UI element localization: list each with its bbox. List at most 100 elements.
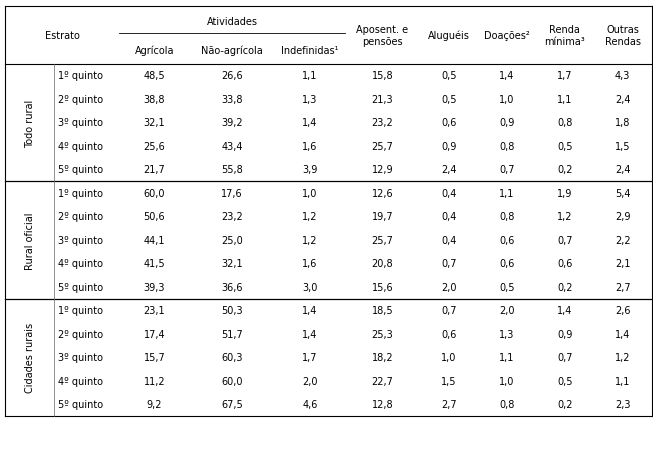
Text: 1,1: 1,1 <box>302 71 317 81</box>
Text: 1,1: 1,1 <box>615 376 630 386</box>
Text: 0,5: 0,5 <box>441 71 457 81</box>
Text: 0,6: 0,6 <box>557 259 573 269</box>
Text: 1,3: 1,3 <box>302 95 317 105</box>
Text: 2,4: 2,4 <box>441 165 457 175</box>
Text: 15,8: 15,8 <box>372 71 393 81</box>
Text: 1,2: 1,2 <box>615 353 631 363</box>
Text: 0,7: 0,7 <box>499 165 515 175</box>
Text: 1,4: 1,4 <box>302 329 317 339</box>
Text: 1,9: 1,9 <box>557 189 573 198</box>
Text: 25,3: 25,3 <box>372 329 393 339</box>
Text: 0,9: 0,9 <box>557 329 573 339</box>
Text: 60,0: 60,0 <box>144 189 165 198</box>
Text: 19,7: 19,7 <box>372 212 393 222</box>
Text: 44,1: 44,1 <box>144 235 165 245</box>
Text: 0,4: 0,4 <box>441 235 456 245</box>
Text: 1,2: 1,2 <box>557 212 573 222</box>
Text: 1,2: 1,2 <box>302 235 317 245</box>
Text: 17,4: 17,4 <box>144 329 165 339</box>
Text: 32,1: 32,1 <box>221 259 243 269</box>
Text: 21,3: 21,3 <box>372 95 393 105</box>
Text: 3,0: 3,0 <box>302 282 317 292</box>
Text: 15,6: 15,6 <box>372 282 393 292</box>
Text: 2,0: 2,0 <box>441 282 457 292</box>
Text: 51,7: 51,7 <box>221 329 243 339</box>
Text: 2,4: 2,4 <box>615 95 631 105</box>
Text: 0,8: 0,8 <box>500 212 515 222</box>
Text: 33,8: 33,8 <box>221 95 243 105</box>
Text: 4,6: 4,6 <box>302 400 317 410</box>
Text: 25,6: 25,6 <box>144 142 165 152</box>
Text: 1,5: 1,5 <box>615 142 631 152</box>
Text: 22,7: 22,7 <box>372 376 393 386</box>
Text: 60,3: 60,3 <box>221 353 243 363</box>
Text: Todo rural: Todo rural <box>25 99 35 147</box>
Text: 1,7: 1,7 <box>557 71 573 81</box>
Text: 32,1: 32,1 <box>144 118 165 128</box>
Text: 3º quinto: 3º quinto <box>57 353 103 363</box>
Text: 0,5: 0,5 <box>499 282 515 292</box>
Text: Cidades rurais: Cidades rurais <box>25 322 35 393</box>
Text: 12,8: 12,8 <box>372 400 393 410</box>
Text: 0,9: 0,9 <box>500 118 515 128</box>
Text: Não-agrícola: Não-agrícola <box>201 46 263 56</box>
Text: 0,9: 0,9 <box>441 142 456 152</box>
Text: 60,0: 60,0 <box>221 376 243 386</box>
Text: 1,1: 1,1 <box>500 353 515 363</box>
Text: 4º quinto: 4º quinto <box>57 259 103 269</box>
Text: 2,4: 2,4 <box>615 165 631 175</box>
Text: 67,5: 67,5 <box>221 400 243 410</box>
Text: 1,3: 1,3 <box>500 329 515 339</box>
Text: 2º quinto: 2º quinto <box>57 212 103 222</box>
Text: 0,7: 0,7 <box>557 235 573 245</box>
Text: 5,4: 5,4 <box>615 189 631 198</box>
Text: 25,7: 25,7 <box>372 235 393 245</box>
Text: 41,5: 41,5 <box>144 259 165 269</box>
Text: 1º quinto: 1º quinto <box>57 306 103 316</box>
Text: 38,8: 38,8 <box>144 95 165 105</box>
Text: 0,5: 0,5 <box>557 376 573 386</box>
Text: 2,0: 2,0 <box>302 376 317 386</box>
Text: 2,7: 2,7 <box>441 400 457 410</box>
Text: 43,4: 43,4 <box>221 142 243 152</box>
Text: 0,2: 0,2 <box>557 400 573 410</box>
Text: 5º quinto: 5º quinto <box>57 165 103 175</box>
Text: 0,6: 0,6 <box>500 235 515 245</box>
Text: 3,9: 3,9 <box>302 165 317 175</box>
Text: 0,5: 0,5 <box>441 95 457 105</box>
Text: Rural oficial: Rural oficial <box>25 212 35 269</box>
Text: 1,2: 1,2 <box>302 212 317 222</box>
Text: 39,2: 39,2 <box>221 118 243 128</box>
Text: 1,4: 1,4 <box>500 71 515 81</box>
Text: 0,8: 0,8 <box>500 142 515 152</box>
Text: 36,6: 36,6 <box>221 282 243 292</box>
Text: Doações²: Doações² <box>484 31 530 41</box>
Text: 26,6: 26,6 <box>221 71 243 81</box>
Text: 2,3: 2,3 <box>615 400 631 410</box>
Text: 0,2: 0,2 <box>557 282 573 292</box>
Text: 12,9: 12,9 <box>372 165 393 175</box>
Text: 1,0: 1,0 <box>302 189 317 198</box>
Text: 1,4: 1,4 <box>615 329 630 339</box>
Text: 1,1: 1,1 <box>500 189 515 198</box>
Text: 1,8: 1,8 <box>615 118 630 128</box>
Text: 5º quinto: 5º quinto <box>57 282 103 292</box>
Text: 1º quinto: 1º quinto <box>57 71 103 81</box>
Text: 0,6: 0,6 <box>500 259 515 269</box>
Text: 1,6: 1,6 <box>302 142 317 152</box>
Text: 48,5: 48,5 <box>144 71 165 81</box>
Text: 0,8: 0,8 <box>557 118 573 128</box>
Text: 50,6: 50,6 <box>144 212 165 222</box>
Text: 0,5: 0,5 <box>557 142 573 152</box>
Text: 1,4: 1,4 <box>557 306 573 316</box>
Text: 20,8: 20,8 <box>372 259 393 269</box>
Text: 1,4: 1,4 <box>302 118 317 128</box>
Text: 50,3: 50,3 <box>221 306 243 316</box>
Text: 0,7: 0,7 <box>557 353 573 363</box>
Text: 39,3: 39,3 <box>144 282 165 292</box>
Text: 21,7: 21,7 <box>144 165 165 175</box>
Text: 25,0: 25,0 <box>221 235 243 245</box>
Text: 25,7: 25,7 <box>372 142 393 152</box>
Text: 2,9: 2,9 <box>615 212 631 222</box>
Text: 0,7: 0,7 <box>441 259 457 269</box>
